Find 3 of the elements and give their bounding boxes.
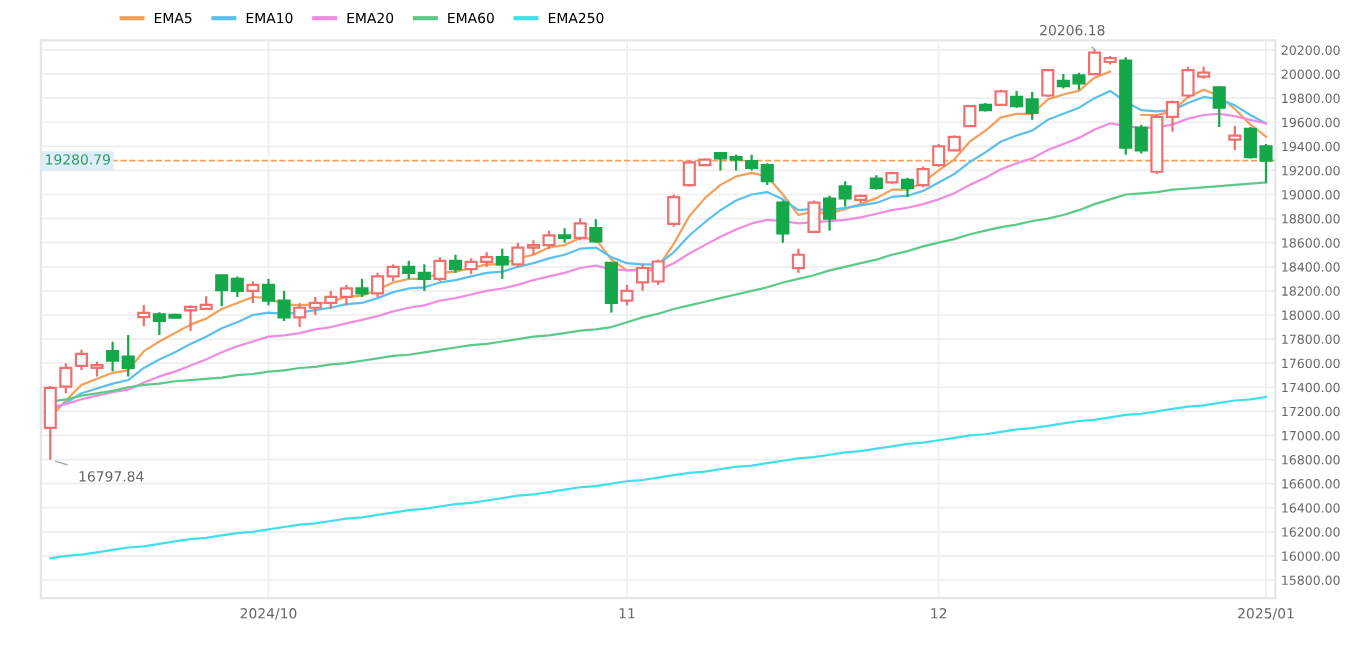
candlestick (448, 253, 463, 274)
line-series (49, 395, 1268, 560)
candlestick (791, 247, 805, 274)
